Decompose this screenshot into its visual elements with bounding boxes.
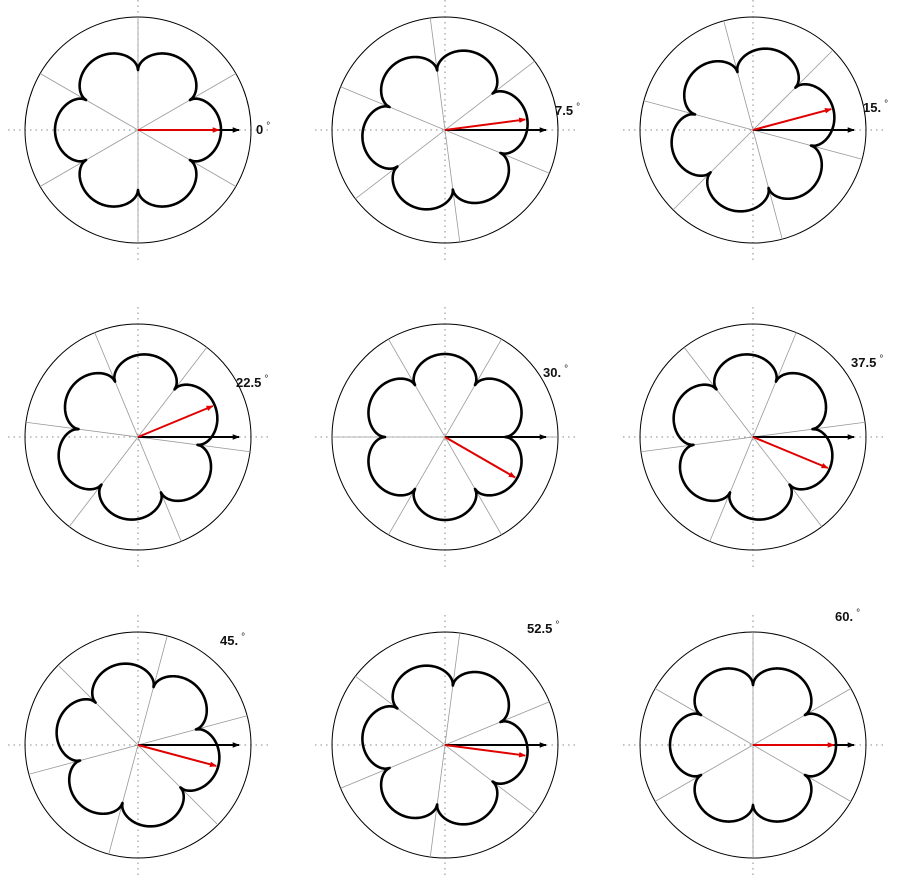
panels-layer: 0 °7.5 ° 15. °22.5 ° 30. ° 37.5 °45. °52.5 °60. ° — [8, 0, 888, 875]
panel-4: 30. ° — [315, 307, 575, 567]
degree-symbol: ° — [884, 99, 888, 110]
panel-8: 60. ° — [623, 608, 883, 875]
panel-2: 15. ° — [623, 0, 888, 260]
scalloped-curve — [57, 353, 219, 521]
angle-value: 0 — [256, 122, 263, 137]
degree-symbol: ° — [555, 620, 559, 631]
angle-value: 30. — [543, 365, 561, 380]
panel-7: 52.5 ° — [315, 615, 575, 875]
scalloped-curve — [668, 667, 838, 823]
angle-label: 22.5 ° — [236, 374, 268, 390]
degree-symbol: ° — [564, 364, 568, 375]
angle-value: 7.5 — [555, 103, 573, 118]
angle-value: 22.5 — [236, 375, 261, 390]
panel-6: 45. ° — [8, 615, 268, 875]
degree-symbol: ° — [856, 608, 860, 619]
rotation-arrow — [752, 436, 829, 469]
degree-symbol: ° — [266, 121, 270, 132]
panel-3: 22.5 ° — [8, 307, 268, 567]
outer-circle — [24, 631, 252, 859]
angle-label: 15. ° — [863, 99, 888, 115]
angle-value: 60. — [835, 609, 853, 624]
rotation-arrow — [137, 405, 214, 438]
rotation-arrow — [752, 107, 832, 131]
degree-symbol: ° — [241, 632, 245, 643]
angle-label: 30. ° — [543, 364, 568, 380]
degree-symbol: ° — [879, 354, 883, 365]
panel-5: 37.5 ° — [623, 307, 883, 567]
scalloped-curve — [367, 352, 523, 522]
angle-label: 45. ° — [220, 632, 245, 648]
rotation-arrow — [444, 436, 516, 479]
scalloped-curve — [361, 49, 529, 211]
panel-1: 7.5 ° — [315, 0, 580, 260]
rotation-arrow — [137, 744, 217, 768]
outer-circle — [24, 323, 252, 551]
scalloped-curve — [361, 664, 529, 826]
panel-0: 0 ° — [8, 0, 270, 260]
outer-circle — [331, 631, 559, 859]
angle-label: 37.5 ° — [851, 354, 883, 370]
outer-circle — [639, 16, 867, 244]
scalloped-curve — [53, 52, 223, 208]
outer-circle — [639, 323, 867, 551]
angle-value: 37.5 — [851, 355, 876, 370]
degree-symbol: ° — [264, 374, 268, 385]
angle-label: 60. ° — [835, 608, 860, 624]
angle-value: 15. — [863, 100, 881, 115]
rotation-arrow — [444, 744, 527, 758]
angle-label: 7.5 ° — [555, 102, 580, 118]
outer-circle — [331, 16, 559, 244]
scalloped-curve — [55, 662, 221, 828]
angle-label: 52.5 ° — [527, 620, 559, 636]
scalloped-curve — [672, 353, 834, 521]
angle-value: 52.5 — [527, 621, 552, 636]
rotation-arrow — [444, 117, 527, 131]
scalloped-curve — [670, 47, 836, 213]
angle-label: 0 ° — [256, 121, 270, 137]
angle-value: 45. — [220, 633, 238, 648]
degree-symbol: ° — [576, 102, 580, 113]
